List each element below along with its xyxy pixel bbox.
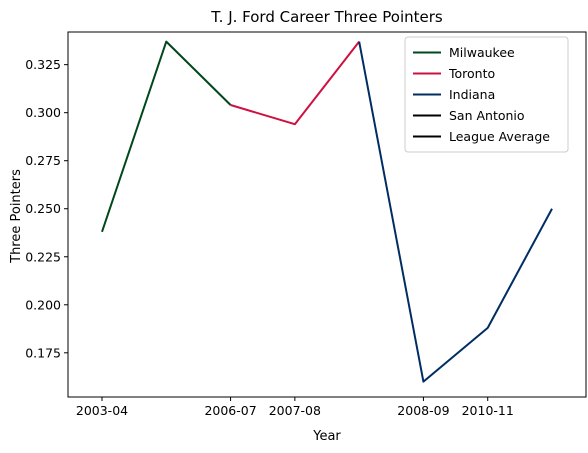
y-tick-label: 0.325 [25, 57, 61, 72]
legend-entry: Indiana [449, 87, 495, 102]
y-tick-label: 0.175 [25, 345, 61, 360]
x-tick-label: 2006-07 [204, 403, 256, 418]
legend-entry: Milwaukee [449, 45, 515, 60]
legend-box [404, 36, 569, 153]
y-tick-label: 0.300 [25, 105, 61, 120]
legend: Milwaukee Toronto Indiana San Antonio League… [404, 36, 569, 153]
series-line [230, 40, 360, 126]
x-tick-label: 2008-09 [397, 403, 449, 418]
plot-area: 2003-04 2006-07 2007-08 2008-09 2010-11 0.175… [25, 31, 587, 418]
x-tick-label: 2010-11 [462, 403, 514, 418]
y-tick-label: 0.275 [25, 153, 61, 168]
series-line [101, 40, 232, 233]
chart-title: T. J. Ford Career Three Pointers [210, 8, 443, 26]
legend-entry: San Antonio [449, 108, 525, 123]
y-tick-label: 0.200 [25, 297, 61, 312]
plot-frame [67, 31, 587, 398]
series-line [358, 41, 553, 383]
y-axis-label: Three Pointers [9, 169, 24, 264]
x-tick-label: 2003-04 [76, 403, 128, 418]
legend-entry: League Average [449, 129, 550, 144]
x-tick-label: 2007-08 [269, 403, 321, 418]
x-axis-label: Year [312, 429, 341, 444]
y-tick-label: 0.225 [25, 249, 61, 264]
y-tick-label: 0.250 [25, 201, 61, 216]
legend-entry: Toronto [448, 66, 495, 81]
